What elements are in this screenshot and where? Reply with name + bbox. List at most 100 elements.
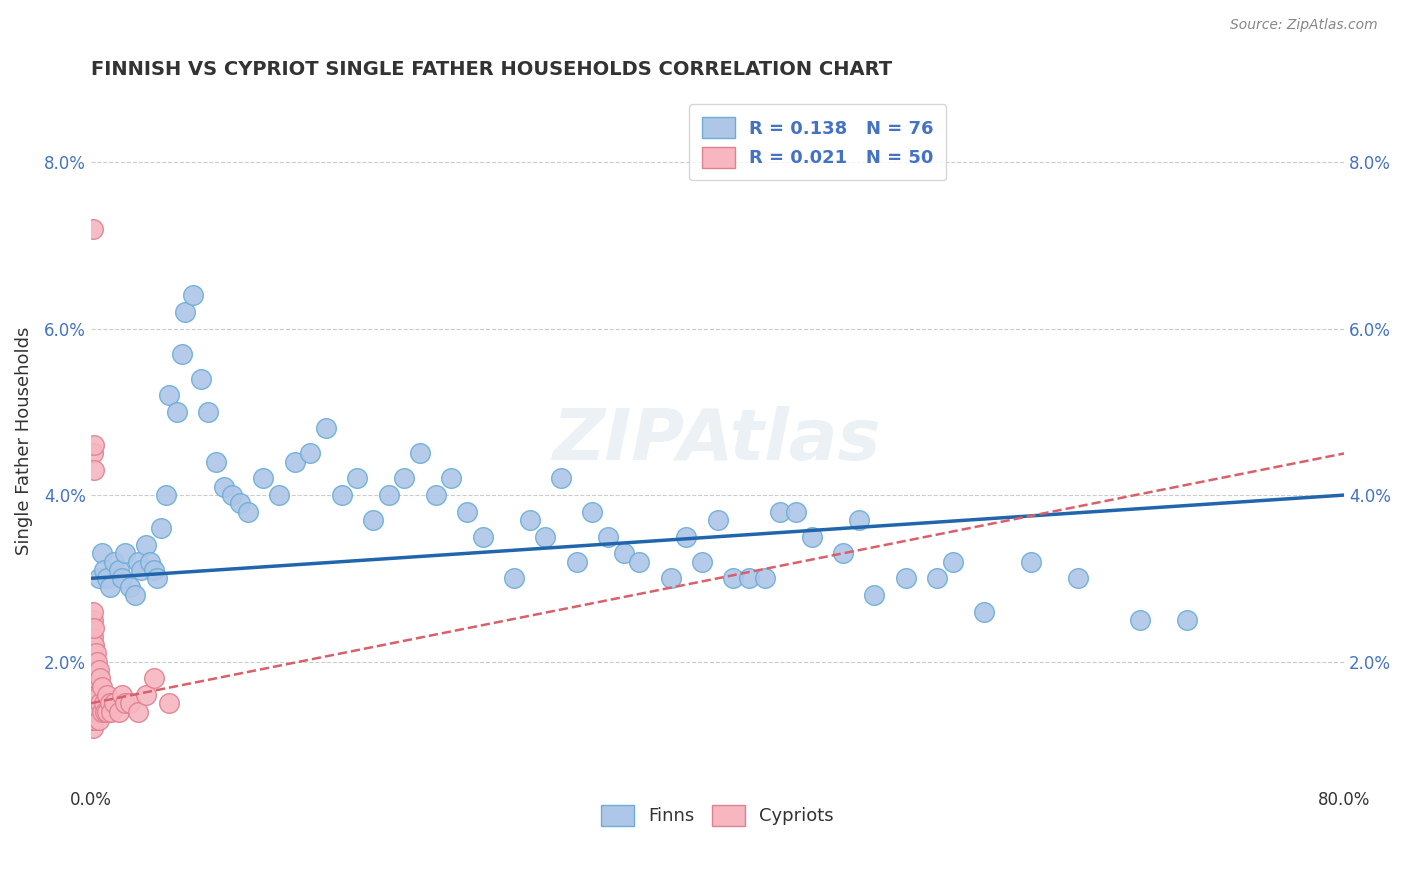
Point [89, 671, 111, 685]
Point [229, 496, 252, 510]
Point [252, 471, 274, 485]
Point [82, 688, 104, 702]
Point [690, 555, 713, 569]
Point [98, 580, 121, 594]
Point [111, 688, 134, 702]
Point [284, 455, 307, 469]
Point [471, 530, 494, 544]
Point [236, 505, 259, 519]
Point [91, 680, 114, 694]
Point [519, 513, 541, 527]
Point [299, 446, 322, 460]
Point [769, 505, 792, 519]
Point [267, 488, 290, 502]
Point [83, 438, 105, 452]
Text: Source: ZipAtlas.com: Source: ZipAtlas.com [1230, 18, 1378, 32]
Point [91, 546, 114, 560]
Point [91, 705, 114, 719]
Point [440, 471, 463, 485]
Point [127, 705, 149, 719]
Point [96, 705, 118, 719]
Point [754, 571, 776, 585]
Point [82, 613, 104, 627]
Point [86, 688, 108, 702]
Point [221, 488, 243, 502]
Point [361, 513, 384, 527]
Point [1129, 613, 1152, 627]
Point [142, 671, 165, 685]
Point [86, 705, 108, 719]
Point [197, 405, 219, 419]
Point [83, 688, 105, 702]
Point [170, 346, 193, 360]
Point [425, 488, 447, 502]
Point [155, 488, 177, 502]
Point [863, 588, 886, 602]
Point [96, 688, 118, 702]
Point [127, 555, 149, 569]
Point [114, 696, 136, 710]
Point [721, 571, 744, 585]
Point [135, 538, 157, 552]
Point [596, 530, 619, 544]
Point [83, 671, 105, 685]
Point [212, 480, 235, 494]
Text: ZIPAtlas: ZIPAtlas [554, 407, 882, 475]
Point [103, 555, 125, 569]
Point [628, 555, 651, 569]
Point [87, 663, 110, 677]
Point [96, 571, 118, 585]
Point [82, 721, 104, 735]
Point [135, 688, 157, 702]
Point [706, 513, 728, 527]
Point [83, 713, 105, 727]
Point [848, 513, 870, 527]
Point [925, 571, 948, 585]
Point [83, 463, 105, 477]
Point [534, 530, 557, 544]
Point [83, 621, 105, 635]
Point [157, 696, 180, 710]
Point [108, 705, 131, 719]
Point [82, 663, 104, 677]
Point [120, 580, 142, 594]
Point [1177, 613, 1199, 627]
Point [82, 680, 104, 694]
Point [84, 688, 107, 702]
Point [205, 455, 228, 469]
Point [330, 488, 353, 502]
Point [129, 563, 152, 577]
Point [181, 288, 204, 302]
Point [613, 546, 636, 560]
Point [82, 655, 104, 669]
Point [108, 563, 131, 577]
Point [346, 471, 368, 485]
Point [581, 505, 603, 519]
Point [409, 446, 432, 460]
Point [82, 605, 104, 619]
Point [785, 505, 807, 519]
Point [83, 655, 105, 669]
Point [456, 505, 478, 519]
Point [1067, 571, 1090, 585]
Point [82, 221, 104, 235]
Point [1019, 555, 1042, 569]
Point [87, 571, 110, 585]
Point [82, 705, 104, 719]
Point [973, 605, 995, 619]
Point [82, 446, 104, 460]
Point [800, 530, 823, 544]
Point [84, 646, 107, 660]
Point [93, 563, 115, 577]
Point [124, 588, 146, 602]
Point [94, 705, 117, 719]
Point [941, 555, 963, 569]
Point [190, 371, 212, 385]
Point [84, 671, 107, 685]
Point [315, 421, 337, 435]
Point [139, 555, 162, 569]
Point [174, 305, 197, 319]
Point [394, 471, 416, 485]
Y-axis label: Single Father Households: Single Father Households [15, 326, 32, 555]
Text: FINNISH VS CYPRIOT SINGLE FATHER HOUSEHOLDS CORRELATION CHART: FINNISH VS CYPRIOT SINGLE FATHER HOUSEHO… [91, 60, 891, 78]
